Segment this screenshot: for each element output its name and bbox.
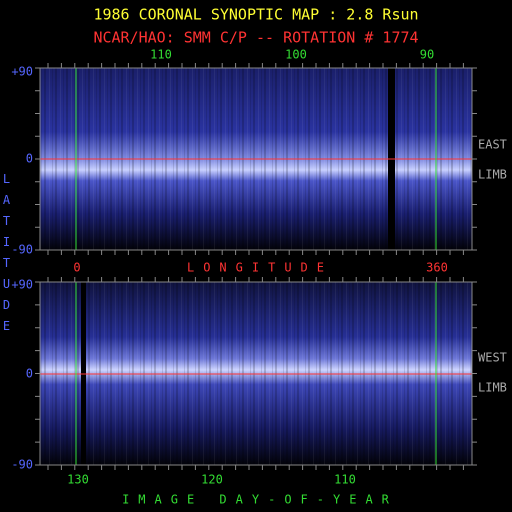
bottom-panel xyxy=(39,281,473,466)
latitude-label: 0 xyxy=(26,367,33,381)
bottom-axis-label: 130 xyxy=(67,473,89,487)
limb-label: LIMB xyxy=(478,381,507,395)
top-panel xyxy=(39,67,473,251)
latitude-label: -90 xyxy=(11,458,33,472)
limb-label: EAST xyxy=(478,138,507,152)
latitude-label: +90 xyxy=(11,278,33,292)
longitude-title: LONGITUDE xyxy=(187,261,333,275)
limb-label: WEST xyxy=(478,351,507,365)
latitude-label: +90 xyxy=(11,65,33,79)
latitude-label: 0 xyxy=(26,152,33,166)
bottom-axis-title: IMAGE DAY-OF-YEAR xyxy=(122,493,398,507)
longitude-end: 360 xyxy=(426,261,448,275)
top-axis-label: 110 xyxy=(150,48,172,62)
bottom-axis-label: 120 xyxy=(201,473,223,487)
latitude-label: -90 xyxy=(11,243,33,257)
limb-label: LIMB xyxy=(478,168,507,182)
bottom-axis-label: 110 xyxy=(334,473,356,487)
title: 1986 CORONAL SYNOPTIC MAP : 2.8 Rsun xyxy=(93,6,418,24)
top-axis-label: 100 xyxy=(285,48,307,62)
longitude-start: 0 xyxy=(73,261,80,275)
top-axis-label: 90 xyxy=(420,48,434,62)
subtitle: NCAR/HAO: SMM C/P -- ROTATION # 1774 xyxy=(93,29,418,47)
y-axis-title: LATITUDE xyxy=(0,172,14,340)
